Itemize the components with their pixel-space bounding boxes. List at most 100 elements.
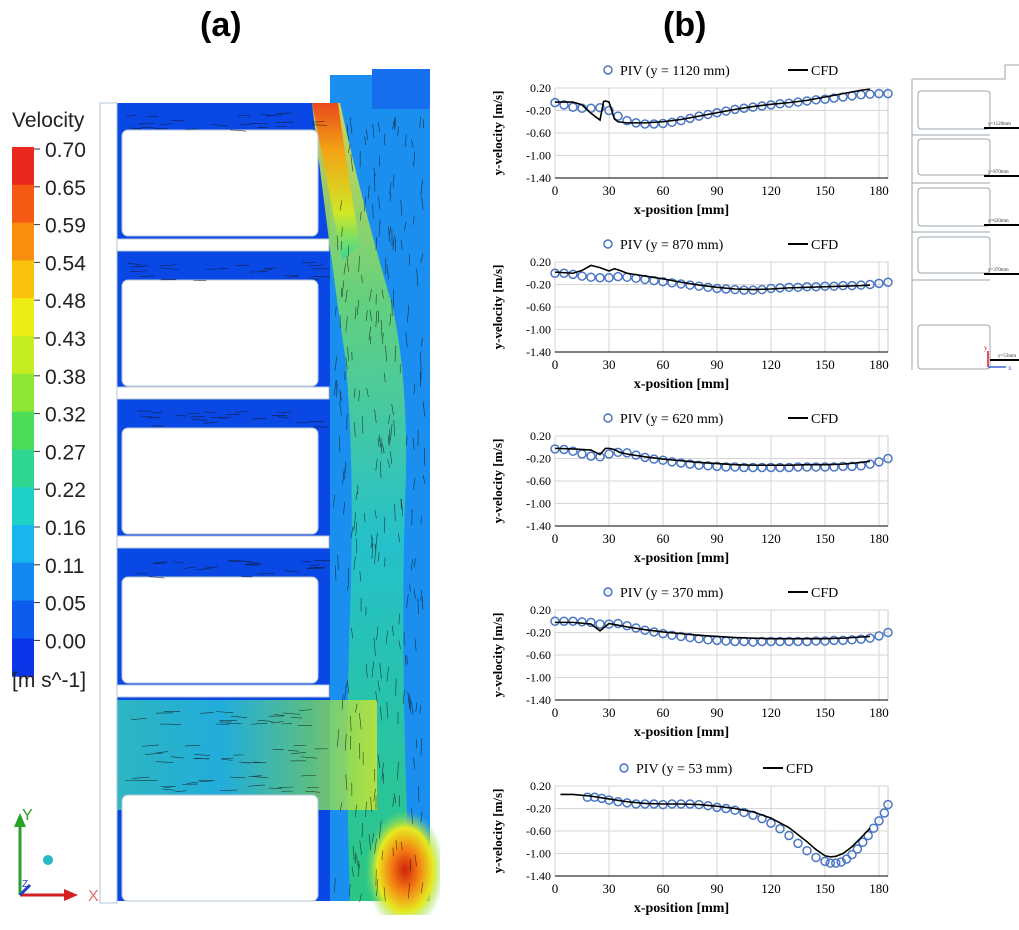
x-axis-label: x-position [mm] bbox=[634, 725, 729, 740]
colorbar-swatches bbox=[12, 147, 34, 677]
legend: PIV (y = 1120 mm) CFD bbox=[604, 64, 838, 79]
x-tick-label: 30 bbox=[603, 183, 616, 198]
x-tick-label: 90 bbox=[711, 881, 724, 896]
plots-svg: PIV (y = 1120 mm) CFD 0.20 -0.20 -0.60 -1.00 -… bbox=[478, 55, 898, 925]
y-tick-label: -1.40 bbox=[526, 693, 551, 707]
x-tick-label: 30 bbox=[603, 705, 616, 720]
y-tick-label: -0.20 bbox=[526, 802, 551, 816]
y-tick-label: -1.00 bbox=[526, 671, 551, 685]
chart-0: PIV (y = 1120 mm)CFD0.20-0.20-0.60-1.00-… bbox=[490, 64, 892, 218]
colorbar-swatch bbox=[12, 412, 34, 450]
y-tick-label: -1.00 bbox=[526, 497, 551, 511]
axis-y-label: Y bbox=[22, 807, 33, 824]
shelf-5 bbox=[122, 795, 318, 901]
x-tick-label: 0 bbox=[552, 705, 559, 720]
legend-marker-piv bbox=[620, 764, 628, 772]
x-tick-label: 180 bbox=[869, 531, 889, 546]
contour-svg: Velocity 0.700.650.590.540.480.430.380.3… bbox=[0, 55, 440, 915]
x-tick-label: 0 bbox=[552, 357, 559, 372]
panel-a-label: (a) bbox=[200, 6, 242, 45]
colorbar-swatch bbox=[12, 223, 34, 261]
x-tick-label: 90 bbox=[711, 183, 724, 198]
legend: PIV (y = 53 mm) CFD bbox=[620, 762, 813, 777]
colorbar-tick-label: 0.00 bbox=[45, 630, 86, 653]
colorbar-swatch bbox=[12, 525, 34, 563]
velocity-profile-plots: PIV (y = 1120 mm) CFD 0.20 -0.20 -0.60 -1.00 -… bbox=[478, 55, 898, 925]
schematic-x-label: x bbox=[1008, 364, 1012, 372]
x-tick-label: 150 bbox=[815, 183, 835, 198]
y-tick-label: -0.60 bbox=[526, 824, 551, 838]
schematic-label-370: y=370mm bbox=[988, 268, 1009, 273]
x-tick-label: 30 bbox=[603, 357, 616, 372]
colorbar-swatch bbox=[12, 260, 34, 298]
colorbar: Velocity 0.700.650.590.540.480.430.380.3… bbox=[12, 109, 86, 692]
colorbar-tick-label: 0.54 bbox=[45, 252, 86, 275]
legend-label-piv: PIV (y = 870 mm) bbox=[620, 238, 724, 253]
legend-label-piv: PIV (y = 53 mm) bbox=[636, 762, 733, 777]
legend-marker-piv bbox=[604, 588, 612, 596]
colorbar-swatch bbox=[12, 563, 34, 601]
x-axis-label: x-position [mm] bbox=[634, 901, 729, 916]
colorbar-tick-label: 0.70 bbox=[45, 139, 86, 162]
legend-label-cfd: CFD bbox=[811, 412, 838, 427]
colorbar-swatch bbox=[12, 298, 34, 336]
x-tick-label: 150 bbox=[815, 881, 835, 896]
x-tick-label: 120 bbox=[761, 183, 781, 198]
colorbar-swatch bbox=[12, 185, 34, 223]
colorbar-tick-label: 0.32 bbox=[45, 404, 86, 427]
y-tick-label: -0.20 bbox=[526, 104, 551, 118]
axis-z-label: Z bbox=[22, 879, 28, 890]
x-tick-label: 150 bbox=[815, 705, 835, 720]
x-tick-label: 150 bbox=[815, 357, 835, 372]
x-tick-label: 30 bbox=[603, 881, 616, 896]
legend-label-cfd: CFD bbox=[811, 586, 838, 601]
x-tick-label: 180 bbox=[869, 357, 889, 372]
x-axis-label: x-position [mm] bbox=[634, 551, 729, 566]
axis-x-label: X bbox=[88, 888, 99, 905]
colorbar-tick-label: 0.43 bbox=[45, 328, 86, 351]
y-tick-label: 0.20 bbox=[530, 429, 551, 443]
colorbar-swatch bbox=[12, 449, 34, 487]
colorbar-tick-label: 0.27 bbox=[45, 441, 86, 464]
measurement-schematic: y=1120mm y=870mm y=620mm y=370mm y=53mm … bbox=[910, 55, 1019, 375]
x-tick-label: 0 bbox=[552, 881, 559, 896]
y-axis-label: y-velocity [m/s] bbox=[490, 439, 505, 524]
legend-label-piv: PIV (y = 370 mm) bbox=[620, 586, 724, 601]
colorbar-swatch bbox=[12, 374, 34, 412]
y-tick-label: -1.00 bbox=[526, 149, 551, 163]
legend-marker-piv bbox=[604, 414, 612, 422]
y-tick-label: -0.60 bbox=[526, 648, 551, 662]
legend-label-piv: PIV (y = 1120 mm) bbox=[620, 64, 730, 79]
gap-4 bbox=[117, 685, 329, 697]
y-tick-label: -1.40 bbox=[526, 171, 551, 185]
legend-label-cfd: CFD bbox=[811, 64, 838, 79]
y-tick-label: 0.20 bbox=[530, 603, 551, 617]
colorbar-title: Velocity bbox=[12, 109, 85, 132]
bottom-flow bbox=[117, 700, 377, 810]
legend: PIV (y = 370 mm) CFD bbox=[604, 586, 838, 601]
x-tick-label: 120 bbox=[761, 531, 781, 546]
x-tick-label: 90 bbox=[711, 531, 724, 546]
y-tick-label: -0.20 bbox=[526, 626, 551, 640]
schematic-svg: y=1120mm y=870mm y=620mm y=370mm y=53mm … bbox=[910, 55, 1019, 375]
y-tick-label: 0.20 bbox=[530, 255, 551, 269]
legend-label-cfd: CFD bbox=[786, 762, 813, 777]
y-tick-label: 0.20 bbox=[530, 81, 551, 95]
colorbar-tick-label: 0.16 bbox=[45, 517, 86, 540]
x-tick-label: 0 bbox=[552, 531, 559, 546]
y-tick-label: -1.40 bbox=[526, 519, 551, 533]
y-tick-label: -0.20 bbox=[526, 452, 551, 466]
y-tick-label: -1.40 bbox=[526, 869, 551, 883]
shelf-2 bbox=[122, 280, 318, 386]
inlet-box bbox=[372, 69, 430, 109]
x-tick-label: 180 bbox=[869, 705, 889, 720]
shelf-3 bbox=[122, 428, 318, 534]
y-axis-label: y-velocity [m/s] bbox=[490, 265, 505, 350]
x-tick-label: 30 bbox=[603, 531, 616, 546]
x-tick-label: 60 bbox=[657, 531, 670, 546]
x-tick-label: 180 bbox=[869, 183, 889, 198]
schematic-y-label: y bbox=[984, 344, 988, 352]
chart-3: PIV (y = 370 mm) CFD 0.20 -0.20 -0.60 -1.00 -1… bbox=[490, 586, 892, 740]
x-tick-label: 60 bbox=[657, 183, 670, 198]
